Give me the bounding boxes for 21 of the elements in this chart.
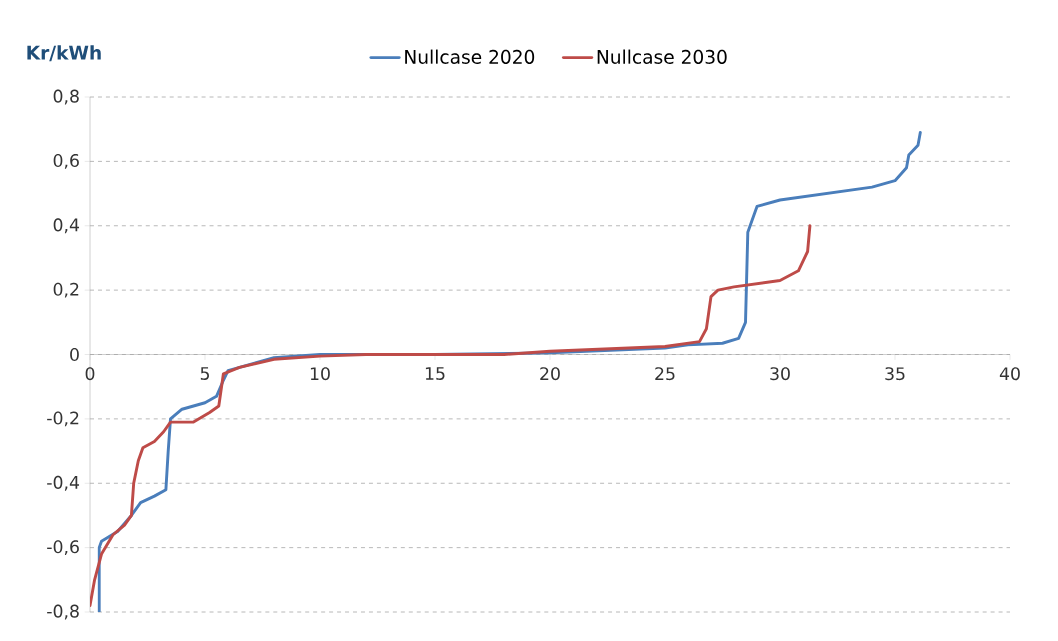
legend-label: Nullcase 2020	[405, 49, 535, 64]
y-axis-title: Kr/kWh	[27, 45, 101, 62]
y-tick-label: -0,2	[47, 411, 79, 427]
x-tick-label: 35	[885, 367, 905, 381]
y-tick-label: -0,6	[47, 540, 79, 556]
y-tick-label: -0,4	[47, 475, 80, 491]
x-tick-label: 0	[85, 367, 95, 381]
y-tick-label: -0,8	[47, 604, 79, 620]
x-tick-label: 25	[655, 367, 675, 381]
x-tick-label: 30	[770, 367, 790, 381]
legend-label: Nullcase 2030	[597, 49, 727, 64]
y-tick-label: 0,6	[53, 153, 79, 169]
y-tick-label: 0,2	[53, 282, 79, 298]
x-tick-label: 15	[425, 367, 445, 380]
x-tick-label: 40	[999, 367, 1020, 381]
x-tick-label: 5	[200, 367, 209, 380]
x-tick-label: 20	[540, 367, 560, 381]
x-tick-label: 10	[310, 367, 330, 381]
y-tick-label: 0,8	[53, 89, 79, 105]
y-tick-label: 0,4	[53, 218, 80, 234]
y-tick-label: 0	[70, 347, 79, 362]
